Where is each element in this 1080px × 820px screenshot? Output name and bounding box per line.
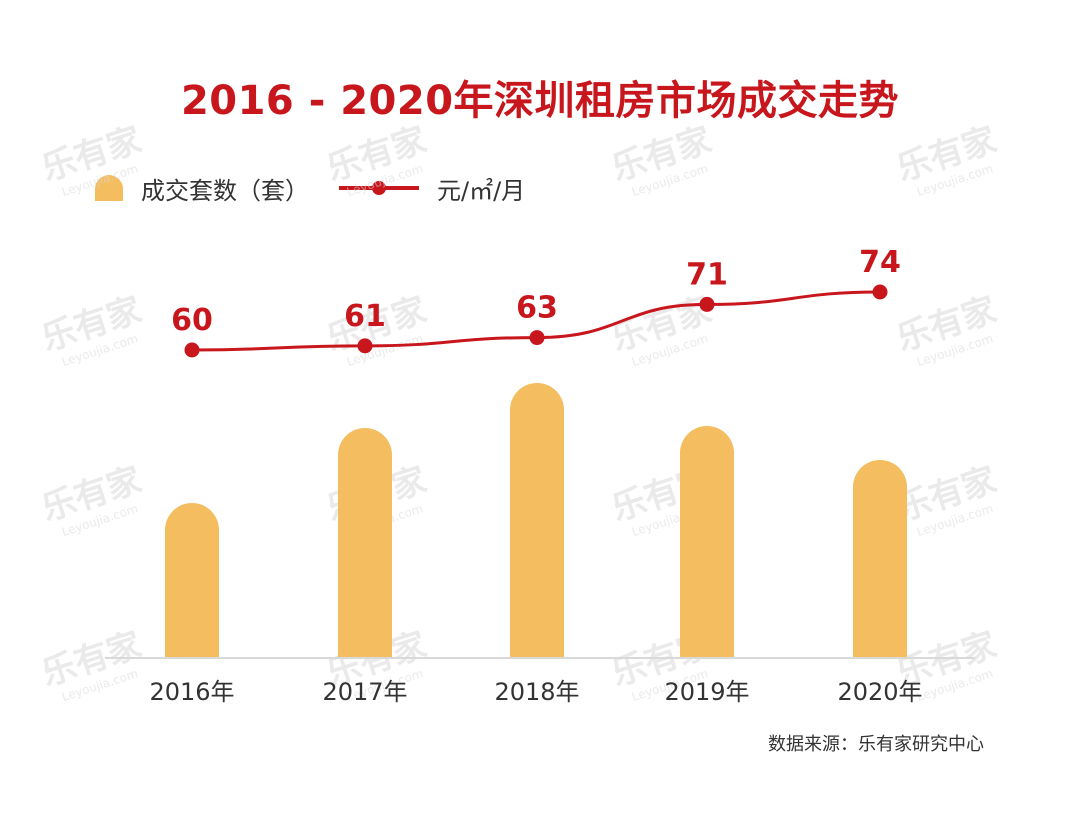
data-source: 数据来源：乐有家研究中心 xyxy=(768,734,984,755)
legend-bar-label: 成交套数（套） xyxy=(141,176,309,205)
line-point-2017年 xyxy=(357,338,373,354)
x-tick-label: 2019年 xyxy=(664,678,749,706)
line-series xyxy=(184,284,888,358)
line-data-label: 61 xyxy=(344,299,386,334)
chart-title: 2016 - 2020年深圳租房市场成交走势 xyxy=(180,78,900,124)
line-data-label: 63 xyxy=(516,291,558,326)
legend-line-label: 元/㎡/月 xyxy=(437,176,526,205)
line-data-label: 60 xyxy=(171,303,213,338)
line-point-2018年 xyxy=(529,330,545,346)
bar-2017年 xyxy=(338,428,392,658)
legend: 成交套数（套） 元/㎡/月 xyxy=(95,170,525,206)
bar-2019年 xyxy=(680,426,734,658)
line-point-2020年 xyxy=(872,284,888,300)
bar-2018年 xyxy=(510,383,564,658)
line-data-labels: 60 61 63 71 74 xyxy=(171,245,901,338)
bar-2016年 xyxy=(165,503,219,658)
x-tick-label: 2020年 xyxy=(837,678,922,706)
x-tick-label: 2016年 xyxy=(149,678,234,706)
line-point-2016年 xyxy=(184,342,200,358)
x-tick-label: 2018年 xyxy=(494,678,579,706)
legend-bar-swatch xyxy=(95,175,123,201)
x-tick-label: 2017年 xyxy=(322,678,407,706)
x-axis-ticks: 2016年 2017年 2018年 2019年 2020年 xyxy=(149,678,922,706)
bar-2020年 xyxy=(853,460,907,658)
line-point-2019年 xyxy=(699,296,715,312)
line-data-label: 74 xyxy=(859,245,901,280)
bar-series xyxy=(165,383,907,658)
line-data-label: 71 xyxy=(686,257,728,292)
legend-line-swatch xyxy=(339,170,419,206)
legend-line-marker xyxy=(372,181,386,195)
